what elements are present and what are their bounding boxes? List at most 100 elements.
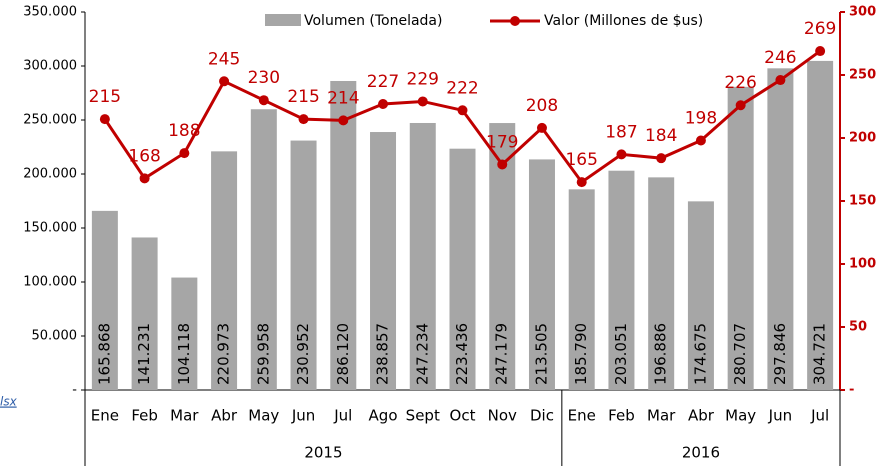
bar-label: 196.886 xyxy=(652,323,670,385)
line-marker xyxy=(219,76,230,87)
line-label: 229 xyxy=(407,69,439,89)
y-tick-label: 100.000 xyxy=(23,275,77,290)
x-tick-label: Ago xyxy=(369,407,398,425)
x-tick-label: Jul xyxy=(333,407,352,425)
y2-tick-label: 200 xyxy=(849,131,876,146)
line-label: 226 xyxy=(724,73,756,93)
x-tick-label: Abr xyxy=(688,407,715,425)
legend-marker xyxy=(510,16,520,26)
x-tick-label: Jul xyxy=(810,407,829,425)
bar-label: 223.436 xyxy=(453,323,471,385)
bar xyxy=(568,189,595,390)
x-tick-label: May xyxy=(725,407,756,425)
group-label: 2015 xyxy=(304,444,342,462)
bar xyxy=(91,210,118,390)
bar xyxy=(528,159,555,390)
bar-label: 141.231 xyxy=(135,323,153,385)
y-tick-label: 350.000 xyxy=(23,5,77,20)
x-tick-label: Abr xyxy=(211,407,238,425)
bar-label: 174.675 xyxy=(691,323,709,385)
legend-label: Volumen (Tonelada) xyxy=(304,13,442,29)
x-tick-label: Feb xyxy=(608,407,635,425)
bar-label: 104.118 xyxy=(175,323,193,385)
line-label: 208 xyxy=(526,96,558,116)
x-tick-label: Sept xyxy=(406,407,440,425)
bar xyxy=(767,68,794,390)
line-marker xyxy=(576,177,587,188)
bar-label: 247.234 xyxy=(413,323,431,385)
bar xyxy=(727,86,754,391)
x-tick-label: Ene xyxy=(91,407,119,425)
bar-label: 185.790 xyxy=(572,323,590,385)
y2-tick-label: - xyxy=(849,383,854,398)
bar-label: 247.179 xyxy=(493,323,511,385)
line-marker xyxy=(497,159,508,170)
line-marker xyxy=(179,148,190,159)
y-tick-label: 200.000 xyxy=(23,167,77,182)
y-tick-label: - xyxy=(72,383,77,398)
line-label: 165 xyxy=(565,150,597,170)
line-marker xyxy=(735,100,746,111)
bar-label: 165.868 xyxy=(95,323,113,385)
legend-swatch xyxy=(265,14,301,26)
bar-label: 297.846 xyxy=(771,323,789,385)
line-label: 246 xyxy=(764,48,796,68)
bar xyxy=(330,80,357,390)
bar xyxy=(687,201,714,390)
line-marker xyxy=(338,115,349,126)
y-tick-label: 150.000 xyxy=(23,221,77,236)
line-label: 198 xyxy=(685,109,717,129)
bar xyxy=(370,132,397,391)
line-marker xyxy=(815,46,826,57)
line-marker xyxy=(457,105,468,116)
line-marker xyxy=(695,135,706,146)
bar-label: 220.973 xyxy=(215,323,233,385)
bar xyxy=(290,140,317,390)
bar-label: 304.721 xyxy=(811,323,829,385)
line-label: 188 xyxy=(168,121,200,141)
line-marker xyxy=(139,173,150,184)
line-label: 187 xyxy=(605,122,637,142)
x-tick-label: Mar xyxy=(647,407,676,425)
line-label: 215 xyxy=(89,87,121,107)
x-tick-label: Nov xyxy=(488,407,517,425)
line-marker xyxy=(99,114,110,125)
bar xyxy=(211,151,238,390)
x-tick-label: Feb xyxy=(131,407,158,425)
y-tick-label: 50.000 xyxy=(32,329,78,344)
line-marker xyxy=(417,96,428,107)
y-tick-label: 300.000 xyxy=(23,59,77,74)
bar xyxy=(409,122,436,391)
line-marker xyxy=(258,95,269,106)
bar xyxy=(648,177,675,390)
line-label: 227 xyxy=(367,72,399,92)
y-tick-label: 250.000 xyxy=(23,113,77,128)
y2-tick-label: 150 xyxy=(849,194,876,209)
source-link[interactable]: lsx xyxy=(0,395,18,409)
bar xyxy=(171,277,198,390)
bar-label: 213.505 xyxy=(532,323,550,385)
bar xyxy=(807,60,834,391)
bar-label: 280.707 xyxy=(731,323,749,385)
x-tick-label: Jun xyxy=(768,407,792,425)
legend-label: Valor (Millones de $us) xyxy=(544,13,703,29)
bar xyxy=(250,109,277,390)
line-label: 230 xyxy=(248,68,280,88)
line-marker xyxy=(378,98,389,109)
group-label: 2016 xyxy=(682,444,720,462)
line-label: 215 xyxy=(287,87,319,107)
line-label: 184 xyxy=(645,126,677,146)
x-tick-label: Oct xyxy=(450,407,476,425)
bar-label: 238.857 xyxy=(374,323,392,385)
bar xyxy=(608,170,635,390)
line-marker xyxy=(775,75,786,86)
line-label: 269 xyxy=(804,19,836,39)
line-label: 168 xyxy=(128,146,160,166)
line-marker xyxy=(298,114,309,125)
y2-tick-label: 50 xyxy=(849,320,867,335)
y2-tick-label: 250 xyxy=(849,68,876,83)
bar xyxy=(131,237,158,390)
line-label: 245 xyxy=(208,49,240,69)
bar-label: 259.958 xyxy=(254,323,272,385)
